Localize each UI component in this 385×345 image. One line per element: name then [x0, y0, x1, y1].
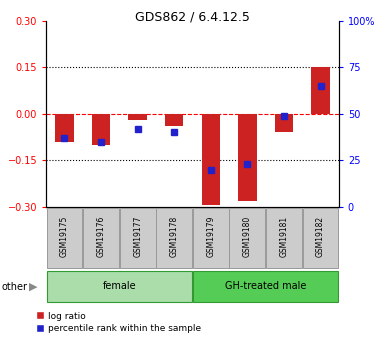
FancyBboxPatch shape — [156, 208, 192, 268]
Text: GSM19182: GSM19182 — [316, 216, 325, 257]
Text: GH-treated male: GH-treated male — [225, 282, 306, 291]
Text: GSM19180: GSM19180 — [243, 216, 252, 257]
FancyBboxPatch shape — [83, 208, 119, 268]
Text: GDS862 / 6.4.12.5: GDS862 / 6.4.12.5 — [135, 10, 250, 23]
Bar — [311, 67, 330, 114]
Text: GSM19179: GSM19179 — [206, 216, 215, 257]
FancyBboxPatch shape — [47, 271, 192, 302]
FancyBboxPatch shape — [193, 271, 338, 302]
Text: GSM19181: GSM19181 — [280, 216, 288, 257]
Text: GSM19175: GSM19175 — [60, 216, 69, 257]
Bar — [129, 114, 147, 120]
Bar — [92, 114, 110, 145]
FancyBboxPatch shape — [120, 208, 156, 268]
Text: other: other — [2, 282, 28, 292]
Legend: log ratio, percentile rank within the sample: log ratio, percentile rank within the sa… — [35, 312, 201, 333]
Bar — [238, 114, 256, 201]
FancyBboxPatch shape — [47, 208, 82, 268]
Text: GSM19177: GSM19177 — [133, 216, 142, 257]
Bar — [275, 114, 293, 132]
FancyBboxPatch shape — [229, 208, 265, 268]
FancyBboxPatch shape — [303, 208, 338, 268]
Bar — [165, 114, 183, 126]
Text: female: female — [102, 282, 136, 291]
FancyBboxPatch shape — [266, 208, 302, 268]
Bar — [202, 114, 220, 205]
Text: ▶: ▶ — [28, 282, 37, 292]
Bar — [55, 114, 74, 142]
FancyBboxPatch shape — [193, 208, 229, 268]
Text: GSM19176: GSM19176 — [97, 216, 105, 257]
Text: GSM19178: GSM19178 — [170, 216, 179, 257]
